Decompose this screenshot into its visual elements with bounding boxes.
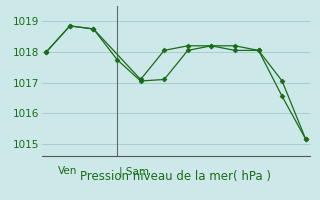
X-axis label: Pression niveau de la mer( hPa ): Pression niveau de la mer( hPa ) <box>81 170 271 183</box>
Text: Ven: Ven <box>58 166 77 177</box>
Text: | Sam: | Sam <box>119 166 149 177</box>
